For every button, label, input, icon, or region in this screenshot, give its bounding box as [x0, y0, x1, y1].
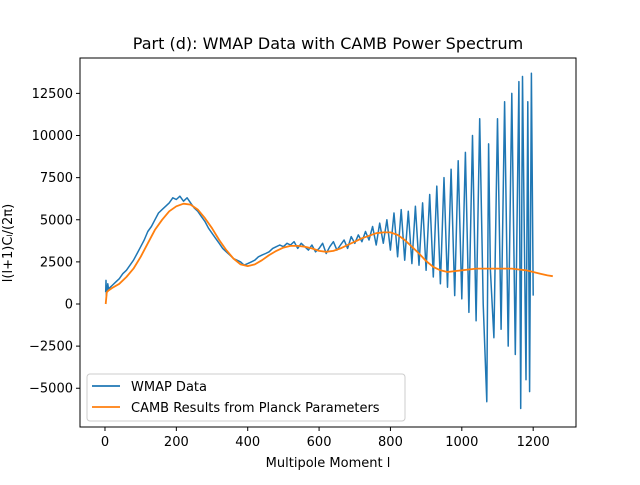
y-tick-label: 2500: [40, 255, 73, 270]
y-tick-label: −2500: [29, 340, 73, 355]
x-axis: 0 200 400 600 800 1000 1200: [101, 427, 550, 450]
y-tick-label: −5000: [29, 382, 73, 397]
legend-label-camb: CAMB Results from Planck Parameters: [131, 401, 380, 416]
y-tick-label: 10000: [32, 129, 73, 144]
x-tick-label: 800: [378, 435, 403, 450]
series-line-camb-results: [104, 202, 553, 305]
y-tick-label: 5000: [40, 213, 73, 228]
y-tick-label: 7500: [40, 171, 73, 186]
x-tick-label: 1000: [445, 435, 478, 450]
legend: WMAP Data CAMB Results from Planck Param…: [86, 373, 406, 422]
x-tick-label: 200: [164, 435, 189, 450]
x-tick-label: 0: [101, 435, 109, 450]
y-axis: −5000 −2500 0 2500 5000 7500 10000 12500: [29, 87, 80, 397]
plot-content: [104, 72, 553, 410]
plot-frame: [79, 57, 577, 428]
legend-box: [86, 373, 406, 422]
series-line-wmap-data: [104, 72, 534, 410]
y-axis-title: l(l+1)Cₗ/(2π): [1, 204, 16, 282]
x-tick-label: 600: [307, 435, 332, 450]
legend-label-wmap: WMAP Data: [131, 380, 207, 395]
y-tick-label: 12500: [32, 87, 73, 102]
x-tick-label: 400: [235, 435, 260, 450]
y-tick-label: 0: [65, 298, 73, 313]
plot-area-background: [80, 58, 576, 427]
chart-title: Part (d): WMAP Data with CAMB Power Spec…: [133, 34, 523, 53]
x-tick-label: 1200: [517, 435, 550, 450]
x-axis-title: Multipole Moment l: [266, 456, 391, 471]
